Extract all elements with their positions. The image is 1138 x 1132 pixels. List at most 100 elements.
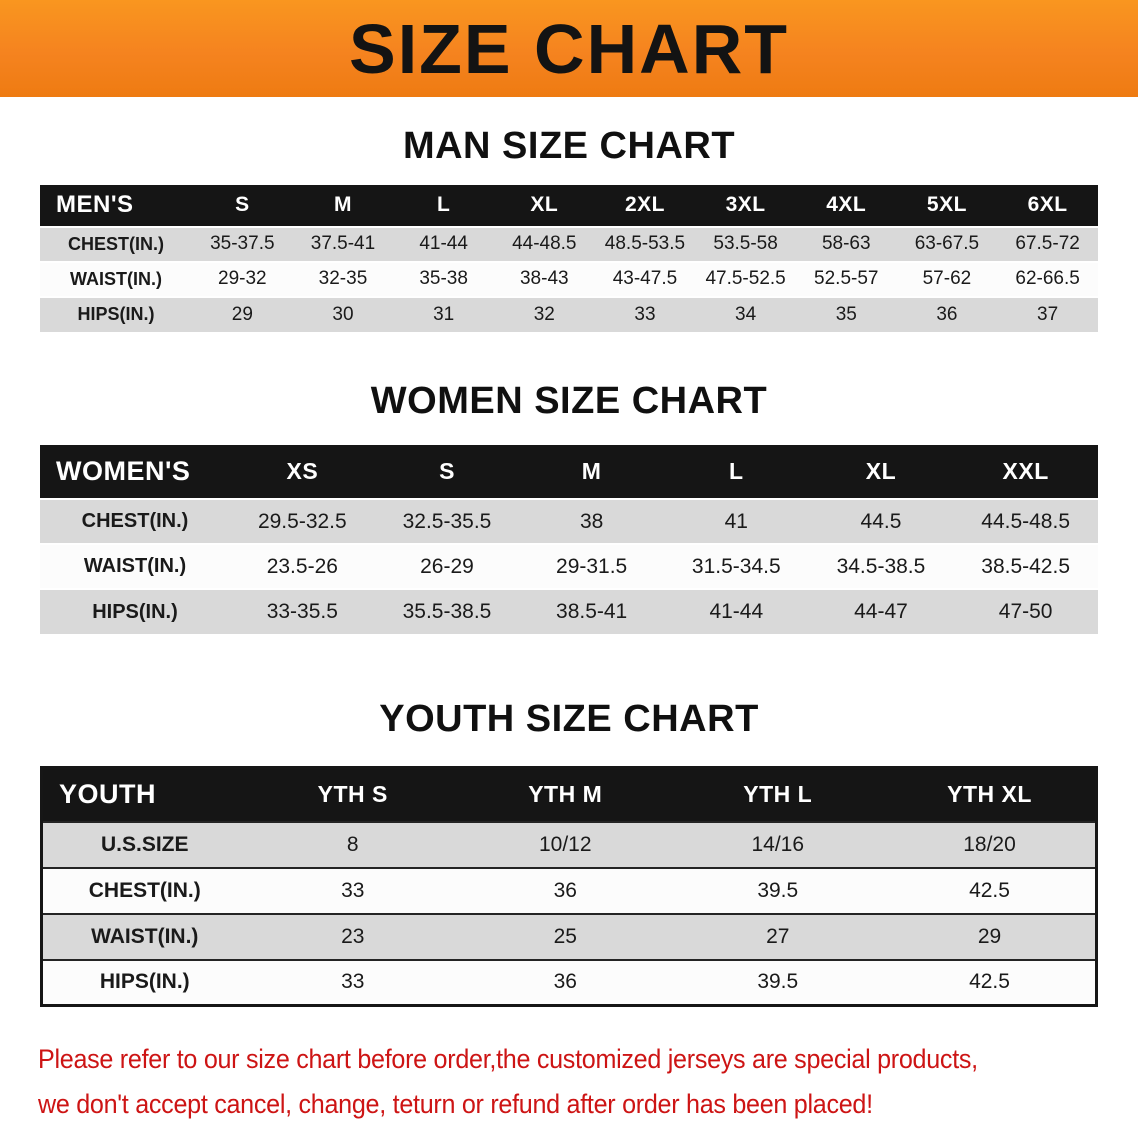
size-value: 23.5-26 [266, 554, 338, 578]
size-column-header: YTH XL [884, 767, 1097, 822]
size-value: 35 [835, 303, 857, 325]
size-column-header: L [393, 184, 494, 227]
size-value: 42.5 [969, 970, 1010, 994]
size-value: 34 [735, 303, 757, 325]
size-column-header: XXL [953, 445, 1098, 500]
table-row: HIPS(IN.) 29 30 31 32 33 34 35 36 37 [40, 296, 1098, 332]
size-value: 44.5-48.5 [981, 509, 1071, 533]
size-value: 29 [231, 303, 253, 325]
size-value: 32-35 [318, 268, 368, 290]
size-value: 10/12 [538, 832, 592, 856]
size-value: 25 [553, 924, 577, 948]
size-column-header: L [663, 445, 809, 500]
size-value: 44-48.5 [512, 233, 577, 255]
size-value: 67.5-72 [1015, 233, 1080, 255]
size-value: 42.5 [969, 878, 1010, 902]
size-value: 29-31.5 [556, 554, 628, 578]
table-header-row: WOMEN'S XS S M L XL XXL [40, 445, 1098, 500]
size-value: 33 [634, 303, 656, 325]
table-row: WAIST(IN.) 23 25 27 29 [41, 913, 1097, 960]
size-column-header: M [519, 445, 664, 500]
size-value: 63-67.5 [914, 233, 980, 255]
size-value: 44.5 [860, 509, 902, 533]
row-label: CHEST(IN.) [88, 878, 201, 902]
table-title-cell: WOMEN'S [40, 445, 230, 500]
women-size-section: WOMEN SIZE CHART WOMEN'S XS S M L XL XXL CHEST(… [0, 380, 1138, 635]
size-value: 41-44 [419, 233, 468, 255]
size-column-header: M [292, 184, 394, 227]
size-value: 35-37.5 [210, 233, 275, 255]
row-label: HIPS(IN.) [99, 970, 190, 994]
table-title-cell: YOUTH [41, 767, 247, 822]
size-column-header: YTH M [459, 767, 672, 822]
size-column-header: 5XL [896, 184, 998, 227]
order-policy-note: Please refer to our size chart before or… [38, 1037, 1138, 1127]
page-title: SIZE CHART [349, 9, 789, 88]
policy-note-line-1: Please refer to our size chart before or… [38, 1044, 978, 1075]
size-value: 27 [766, 924, 790, 948]
banner: SIZE CHART [0, 0, 1138, 97]
size-column-header: S [192, 184, 293, 227]
size-value: 31 [433, 303, 455, 325]
row-label: CHEST(IN.) [68, 233, 164, 254]
size-value: 37 [1037, 303, 1059, 325]
youth-section-heading: YOUTH SIZE CHART [379, 698, 759, 741]
size-value: 44-47 [854, 600, 908, 624]
table-row: CHEST(IN.) 35-37.5 37.5-41 41-44 44-48.5 48.5… [40, 226, 1098, 262]
table-row: HIPS(IN.) 33 36 39.5 42.5 [41, 959, 1097, 1006]
table-row: CHEST(IN.) 33 36 39.5 42.5 [41, 867, 1097, 914]
size-value: 36 [553, 970, 577, 994]
row-label: HIPS(IN.) [77, 304, 155, 325]
size-value: 33-35.5 [266, 600, 338, 624]
row-label: CHEST(IN.) [81, 510, 189, 533]
size-value: 30 [332, 303, 354, 325]
table-header-row: YOUTH YTH S YTH M YTH L YTH XL [41, 767, 1097, 822]
size-column-header: 2XL [594, 184, 696, 227]
row-label: WAIST(IN.) [83, 555, 187, 578]
youth-size-section: YOUTH SIZE CHART YOUTH YTH S YTH M YTH L YTH… [0, 698, 1138, 1008]
size-value: 36 [553, 878, 577, 902]
men-size-section: MAN SIZE CHART MEN'S S M L XL 2XL 3XL 4XL 5XL 6XL… [0, 125, 1138, 332]
size-value: 35.5-38.5 [402, 600, 492, 624]
women-size-table: WOMEN'S XS S M L XL XXL CHEST(IN.) 29.5-32.5 32.5… [40, 445, 1098, 635]
row-label: U.S.SIZE [100, 832, 189, 856]
table-row: WAIST(IN.) 23.5-26 26-29 29-31.5 31.5-34.5 34… [40, 544, 1098, 590]
size-value: 34.5-38.5 [836, 554, 926, 578]
men-size-table: MEN'S S M L XL 2XL 3XL 4XL 5XL 6XL CHEST(IN.) 35-37… [40, 184, 1098, 332]
row-label: WAIST(IN.) [70, 268, 162, 289]
size-value: 14/16 [751, 832, 805, 856]
table-title-cell: MEN'S [40, 184, 192, 227]
women-section-heading: WOMEN SIZE CHART [370, 379, 768, 422]
size-value: 32 [533, 303, 555, 325]
policy-note-line-2: we don't accept cancel, change, teturn o… [38, 1089, 873, 1120]
size-value: 38.5-41 [556, 600, 628, 624]
size-value: 41-44 [709, 600, 764, 624]
size-value: 57-62 [922, 268, 972, 290]
size-value: 8 [346, 832, 359, 856]
size-value: 29 [977, 924, 1002, 948]
size-column-header: YTH L [671, 767, 884, 822]
table-row: U.S.SIZE 8 10/12 14/16 18/20 [41, 821, 1097, 868]
size-column-header: XL [808, 445, 954, 500]
size-value: 26-29 [420, 554, 474, 578]
size-value: 18/20 [963, 832, 1016, 856]
size-value: 33 [341, 878, 365, 902]
size-value: 31.5-34.5 [691, 554, 781, 578]
size-value: 23 [341, 924, 365, 948]
size-column-header: 3XL [695, 184, 796, 227]
size-column-header: XS [230, 445, 375, 500]
row-label: WAIST(IN.) [91, 924, 199, 948]
size-value: 38-43 [519, 268, 569, 290]
size-value: 39.5 [757, 878, 799, 902]
size-value: 52.5-57 [814, 268, 879, 290]
size-value: 29.5-32.5 [257, 509, 347, 533]
size-value: 47-50 [998, 600, 1053, 624]
size-value: 41 [724, 509, 748, 533]
table-row: CHEST(IN.) 29.5-32.5 32.5-35.5 38 41 44.5 44.5… [40, 499, 1098, 545]
size-value: 48.5-53.5 [604, 233, 686, 255]
size-value: 35-38 [419, 268, 468, 290]
size-value: 29-32 [218, 268, 267, 290]
size-value: 36 [936, 303, 958, 325]
size-column-header: XL [493, 184, 595, 227]
